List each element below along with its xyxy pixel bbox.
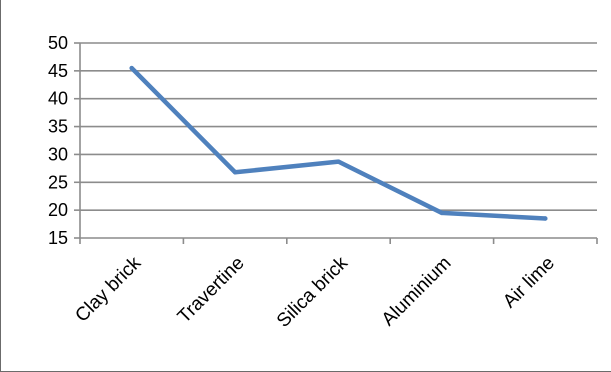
y-tick-label-40: 40 [48, 89, 68, 109]
x-tick-label: Air lime [499, 253, 559, 313]
y-tick-label-15: 15 [48, 228, 68, 248]
x-tick-labels: Clay brick Travertine Silica brick Aluminiu… [71, 252, 558, 331]
y-tick-label-35: 35 [48, 117, 68, 137]
y-tick-label-25: 25 [48, 172, 68, 192]
x-tick-label: Travertine [174, 253, 249, 328]
y-tick-label-20: 20 [48, 200, 68, 220]
gridlines [80, 42, 597, 211]
series-layer [129, 65, 548, 221]
y-tick-labels: 15 20 25 30 35 40 45 50 [48, 33, 68, 248]
x-tick-label: Silica brick [273, 252, 352, 331]
data-point [129, 65, 134, 71]
x-tick-label: Clay brick [71, 252, 145, 326]
data-point [336, 159, 341, 164]
x-tick-label: Aluminium [378, 253, 456, 331]
data-point [543, 216, 548, 221]
axes [74, 42, 598, 244]
y-tick-label-30: 30 [48, 144, 68, 164]
series-line [129, 65, 548, 221]
y-tick-label-45: 45 [48, 61, 68, 81]
y-tick-label-50: 50 [48, 33, 68, 53]
data-point [439, 210, 445, 216]
data-point [232, 170, 238, 175]
